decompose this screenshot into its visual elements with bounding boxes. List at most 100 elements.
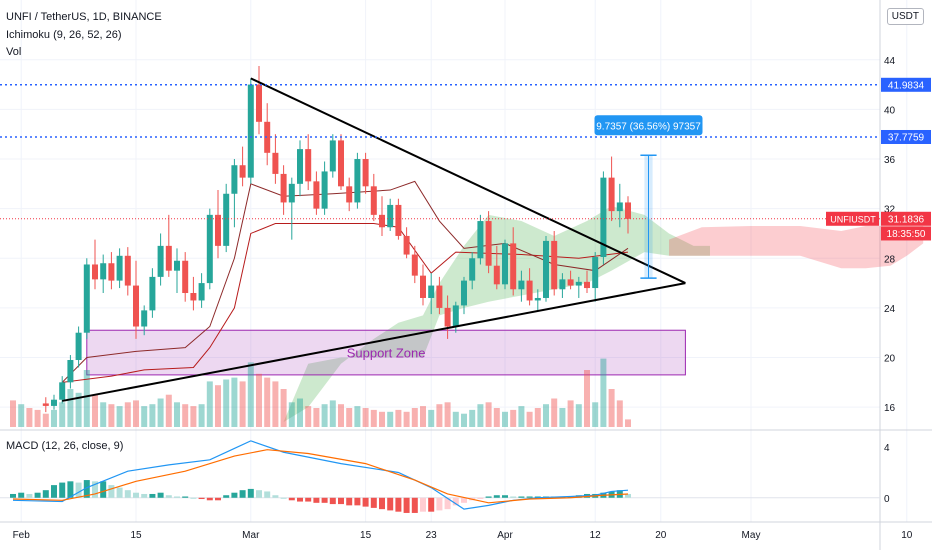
candle-body <box>608 177 615 212</box>
volume-bar <box>362 408 369 427</box>
volume-bar <box>321 404 328 427</box>
macd-legend[interactable]: MACD (12, 26, close, 9) <box>6 440 124 452</box>
macd-histogram-bar <box>108 485 115 498</box>
macd-histogram-bar <box>387 497 394 511</box>
macd-histogram-bar <box>477 497 484 500</box>
macd-histogram-bar <box>288 497 295 501</box>
volume-bar <box>108 404 115 427</box>
candle-body <box>534 297 541 301</box>
volume-bar <box>616 400 623 427</box>
volume-bar <box>288 402 295 427</box>
macd-histogram-bar <box>18 492 25 498</box>
volume-bar <box>387 411 394 427</box>
price-tick-label: 32 <box>884 205 896 216</box>
volume-bar <box>493 408 500 427</box>
symbol-tag: UNFIUSDT <box>830 214 876 224</box>
macd-histogram-bar <box>379 497 385 510</box>
volume-bar <box>100 402 107 427</box>
volume-bar <box>141 406 148 427</box>
candle-body <box>436 285 443 308</box>
volume-bar <box>338 404 344 427</box>
currency-button[interactable]: USDT <box>886 8 924 25</box>
candle-body <box>584 281 590 289</box>
candle-body <box>567 279 574 286</box>
volume-bar <box>182 404 189 427</box>
macd-histogram-bar <box>75 482 82 498</box>
candle-body <box>329 140 336 172</box>
macd-histogram-bar <box>510 496 517 498</box>
volume-bar <box>18 404 25 427</box>
volume-bar <box>247 362 254 427</box>
time-tick-label: Apr <box>497 530 513 541</box>
time-tick-label: 23 <box>426 530 438 541</box>
macd-histogram-bar <box>493 495 500 498</box>
tenkan-line <box>61 180 629 383</box>
macd-histogram-bar <box>280 497 287 499</box>
macd-histogram-bar <box>83 480 90 498</box>
volume-bar <box>592 402 599 427</box>
time-tick-label: 10 <box>901 530 913 541</box>
candle-body <box>469 258 476 281</box>
macd-histogram-bar <box>182 496 189 498</box>
volume-bar <box>10 400 16 427</box>
candle-body <box>51 399 57 406</box>
macd-histogram-bar <box>428 497 435 512</box>
macd-histogram-bar <box>26 493 33 498</box>
volume-bar <box>346 408 353 427</box>
volume-bar <box>26 408 33 427</box>
candle-body <box>239 165 246 178</box>
macd-histogram-bar <box>51 485 57 498</box>
volume-bar <box>420 406 426 427</box>
candle-body <box>59 382 66 400</box>
candle-body <box>510 243 517 290</box>
macd-histogram-bar <box>92 481 98 498</box>
volume-bar <box>256 373 262 427</box>
volume-bars <box>10 358 631 427</box>
macd-histogram-bar <box>190 497 197 499</box>
macd-histogram-bar <box>133 492 139 498</box>
volume-bar <box>485 402 492 427</box>
volume-bar <box>444 402 451 427</box>
macd-tick-label: 4 <box>884 443 890 454</box>
volume-bar <box>543 404 549 427</box>
candle-body <box>206 214 213 284</box>
volume-bar <box>461 413 467 427</box>
macd-histogram-bar <box>239 490 246 498</box>
candle-body <box>518 280 525 290</box>
macd-histogram-bar <box>116 487 123 498</box>
candle-body <box>83 264 90 333</box>
volume-bar <box>567 400 574 427</box>
volume-bar <box>428 409 435 427</box>
macd-histogram-bar <box>198 497 205 500</box>
volume-bar <box>239 381 246 427</box>
candle-body <box>174 260 180 271</box>
price-tag: 41.9834 <box>888 80 925 91</box>
volume-bar <box>231 377 238 427</box>
candle-body <box>305 149 312 182</box>
candle-body <box>264 121 271 153</box>
volume-bar <box>83 370 90 427</box>
volume-bar <box>510 409 517 427</box>
time-tick-label: Feb <box>13 530 31 541</box>
macd-histogram-bar <box>362 497 369 507</box>
volume-bar <box>584 370 590 427</box>
kijun-line <box>62 223 629 383</box>
candle-body <box>247 84 254 178</box>
macd-histogram-bar <box>149 493 156 498</box>
macd-histogram-bar <box>436 497 443 511</box>
ichimoku-legend[interactable]: Ichimoku (9, 26, 52, 26) <box>6 29 122 41</box>
price-tick-label: 40 <box>884 105 896 116</box>
time-tick-label: Mar <box>242 530 260 541</box>
candle-body <box>231 165 238 194</box>
volume-bar <box>403 411 410 427</box>
candle-body <box>165 245 172 271</box>
macd-histogram-bar <box>534 496 541 498</box>
volume-bar <box>116 406 123 427</box>
candle-body <box>256 84 262 122</box>
macd-histogram-bar <box>297 497 303 502</box>
candle-body <box>190 293 197 301</box>
volume-legend[interactable]: Vol <box>6 46 22 58</box>
macd-line <box>12 440 629 510</box>
candle-body <box>297 149 303 184</box>
